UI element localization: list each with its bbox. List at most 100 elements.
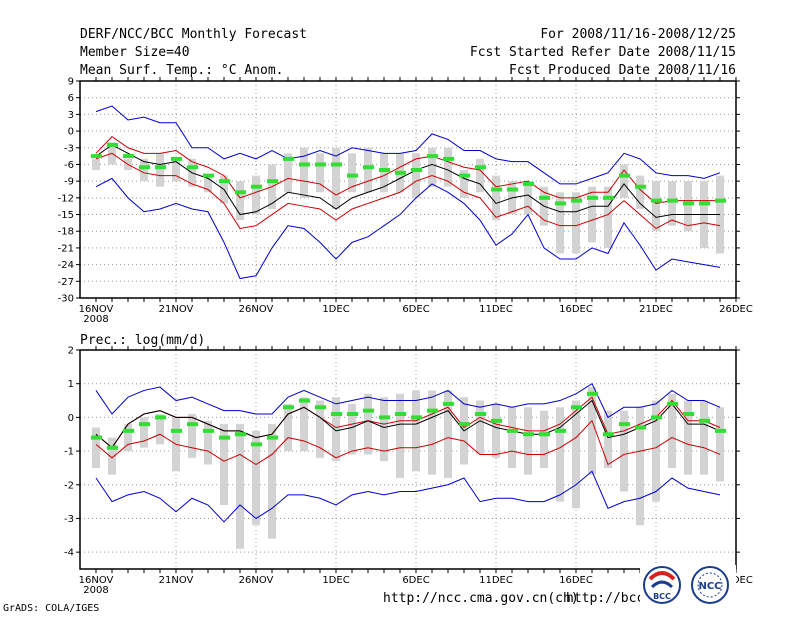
median-marker	[331, 162, 342, 167]
ensemble-box	[268, 424, 276, 539]
ensemble-box	[668, 181, 676, 226]
bcc-url[interactable]: http://bcc.	[566, 591, 653, 606]
median-marker	[139, 422, 150, 427]
y-tick-label: 0	[68, 413, 74, 424]
median-marker	[171, 428, 182, 433]
ensemble-box	[204, 420, 212, 465]
median-marker	[123, 428, 134, 433]
ensemble-box	[428, 390, 436, 475]
median-marker	[139, 165, 150, 170]
ensemble-box	[332, 147, 340, 209]
ensemble-box	[524, 407, 532, 475]
median-marker	[187, 165, 198, 170]
y-tick-label: 0	[68, 127, 74, 138]
median-marker	[107, 142, 118, 147]
median-marker	[299, 162, 310, 167]
x-tick-label: 16NOV	[79, 575, 114, 586]
median-marker	[619, 173, 630, 178]
median-marker	[203, 173, 214, 178]
ensemble-box	[636, 175, 644, 209]
median-marker	[507, 187, 518, 192]
median-marker	[91, 154, 102, 159]
median-marker	[171, 156, 182, 161]
ensemble-box	[556, 407, 564, 502]
median-marker	[315, 405, 326, 410]
ensemble-box	[556, 192, 564, 254]
median-marker	[587, 195, 598, 200]
median-marker	[651, 198, 662, 203]
median-marker	[187, 422, 198, 427]
ncc-url[interactable]: http://ncc.cma.gov.cn(ch)	[383, 591, 579, 606]
ensemble-box	[108, 437, 116, 475]
median-marker	[331, 412, 342, 417]
ensemble-box	[348, 403, 356, 455]
median-marker	[571, 198, 582, 203]
median-marker	[379, 415, 390, 420]
y-tick-label: -12	[58, 193, 74, 204]
variable-label: Mean Surf. Temp.: °C Anom.	[80, 63, 284, 78]
ensemble-box	[684, 400, 692, 475]
ensemble-box	[172, 158, 180, 182]
median-marker	[603, 195, 614, 200]
x-tick-label: 1DEC	[322, 575, 349, 586]
median-marker	[539, 432, 550, 437]
x-tick-label: 6DEC	[402, 304, 429, 315]
ensemble-box	[332, 397, 340, 462]
y-tick-label: -3	[64, 143, 74, 154]
series-max-line	[95, 177, 721, 280]
x-year-label: 2008	[83, 314, 108, 325]
median-marker	[219, 179, 230, 184]
ensemble-box	[444, 390, 452, 479]
median-marker	[267, 179, 278, 184]
median-marker	[395, 412, 406, 417]
x-tick-label: 21NOV	[159, 575, 194, 586]
median-marker	[427, 408, 438, 413]
median-marker	[155, 415, 166, 420]
median-marker	[715, 198, 726, 203]
x-tick-label: 16DEC	[559, 304, 593, 315]
median-marker	[619, 422, 630, 427]
x-tick-label: 26DEC	[719, 304, 753, 315]
median-marker	[699, 201, 710, 206]
member-size: Member Size=40	[80, 45, 190, 60]
median-marker	[411, 415, 422, 420]
median-marker	[379, 168, 390, 173]
median-marker	[475, 165, 486, 170]
median-marker	[491, 187, 502, 192]
median-marker	[523, 181, 534, 186]
series-std_low-line	[95, 419, 721, 466]
y-tick-label: -24	[58, 260, 74, 271]
ensemble-box	[124, 424, 132, 452]
ensemble-box	[140, 158, 148, 182]
x-year-label: 2008	[83, 585, 108, 596]
median-marker	[219, 435, 230, 440]
median-marker	[699, 418, 710, 423]
y-tick-label: -30	[58, 294, 74, 305]
ensemble-box	[604, 186, 612, 248]
ensemble-box	[364, 393, 372, 455]
ensemble-box	[444, 147, 452, 187]
ensemble-box	[92, 158, 100, 171]
forecast-period: For 2008/11/16-2008/12/25	[540, 27, 736, 42]
median-marker	[443, 401, 454, 406]
precip-title: Prec.: log(mm/d)	[80, 333, 206, 348]
produced-date: Fcst Produced Date 2008/11/16	[509, 63, 736, 78]
median-marker	[459, 422, 470, 427]
ensemble-box	[380, 153, 388, 193]
median-marker	[459, 173, 470, 178]
median-marker	[555, 201, 566, 206]
ensemble-box	[412, 153, 420, 198]
ensemble-box	[396, 393, 404, 479]
median-marker	[235, 190, 246, 195]
y-tick-label: -15	[58, 210, 74, 221]
ensemble-box	[572, 400, 580, 509]
median-marker	[155, 165, 166, 170]
ensemble-box	[92, 427, 100, 468]
median-marker	[235, 432, 246, 437]
ensemble-box	[300, 147, 308, 198]
x-tick-label: 6DEC	[402, 575, 429, 586]
series-std_high-line	[95, 135, 720, 204]
x-tick-label: 1DEC	[322, 304, 349, 315]
y-tick-label: -2	[64, 480, 74, 491]
